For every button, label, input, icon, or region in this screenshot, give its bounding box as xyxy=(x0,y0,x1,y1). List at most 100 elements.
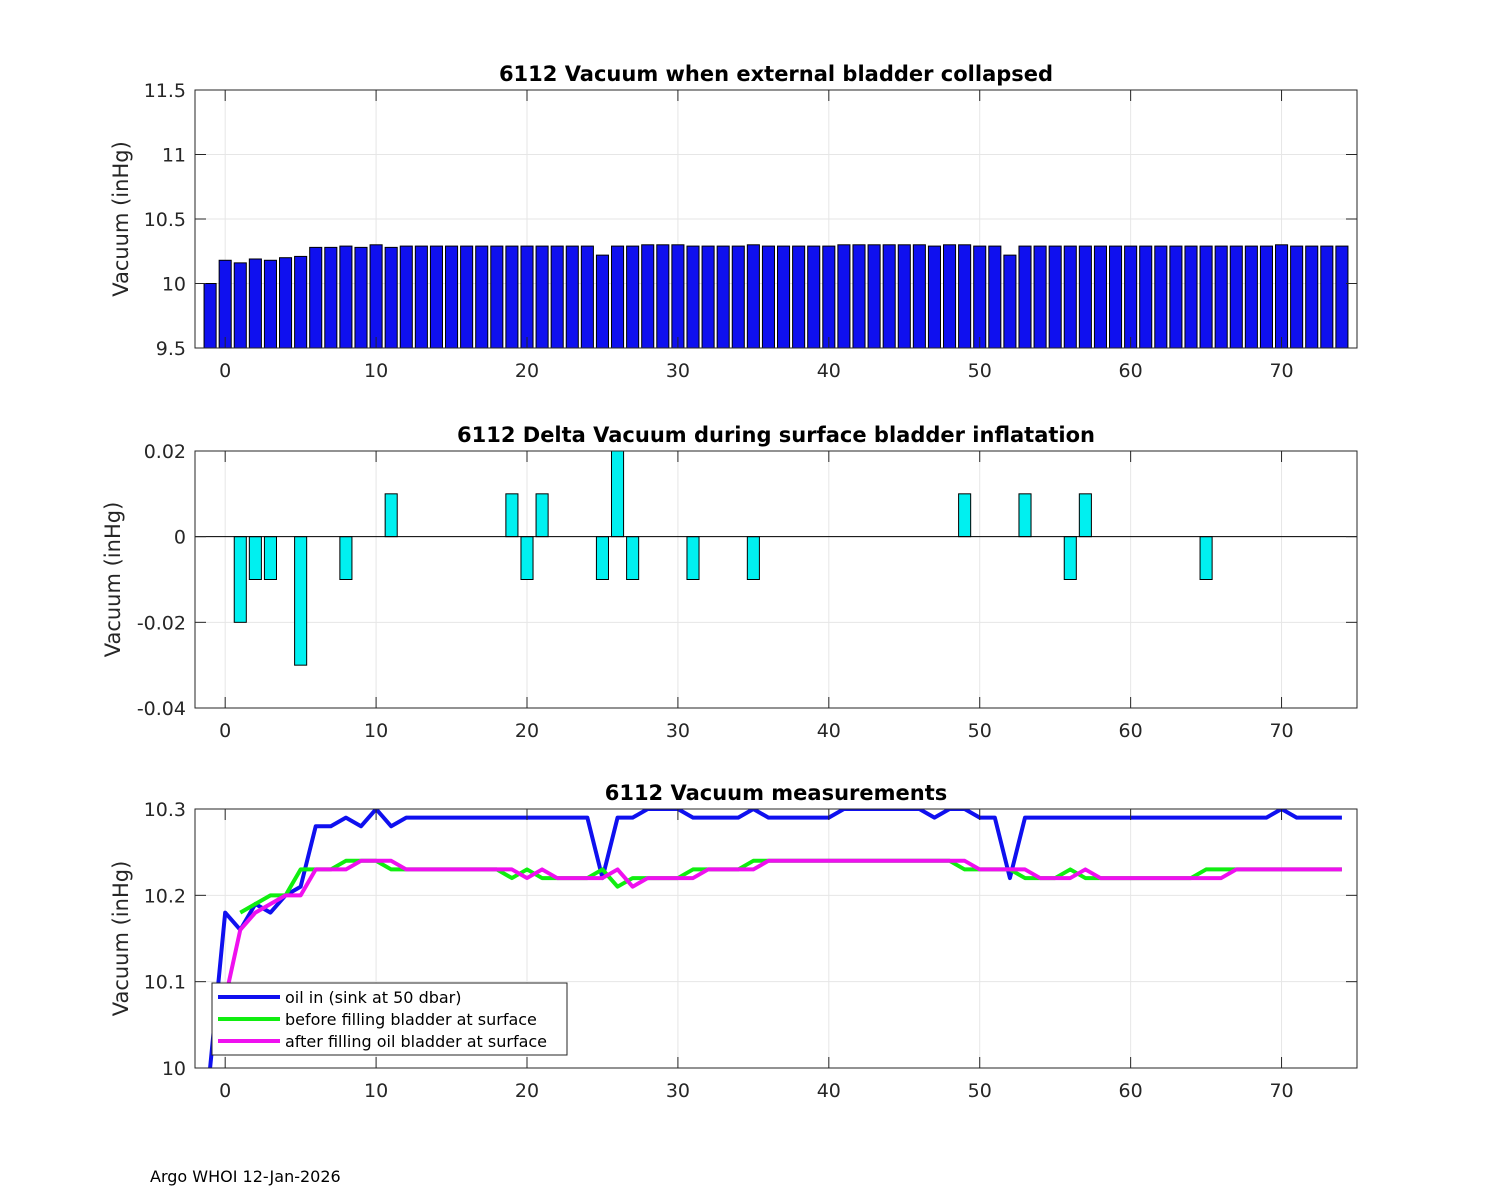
bar xyxy=(671,244,685,348)
x-tick-label: 50 xyxy=(968,1080,992,1102)
data-marks xyxy=(208,809,1342,1068)
ticks xyxy=(195,450,1357,709)
x-tick-label: 30 xyxy=(666,360,690,382)
bar xyxy=(369,244,383,348)
bar xyxy=(460,245,474,348)
bar xyxy=(1335,245,1349,348)
x-tick-label: 40 xyxy=(817,720,841,742)
bar xyxy=(294,536,308,666)
bar xyxy=(716,245,730,348)
bar xyxy=(746,536,760,581)
bar xyxy=(1078,493,1092,538)
bar xyxy=(626,245,640,348)
bar xyxy=(611,451,625,538)
bar xyxy=(339,245,353,348)
bar xyxy=(927,245,941,348)
chart-3: 0 10 20 30 40 50 60 70 10 10.1 10.2 10.3 6112 Vacuum… xyxy=(109,781,1358,1102)
y-tick-label: -0.04 xyxy=(137,698,186,720)
x-tick-label: 10 xyxy=(364,1080,388,1102)
y-tick-label: 10.1 xyxy=(144,972,186,994)
bar xyxy=(339,536,353,581)
y-tick-label: 11.5 xyxy=(144,80,186,102)
bar xyxy=(520,536,534,581)
bar xyxy=(701,245,715,348)
chart-title: 6112 Vacuum measurements xyxy=(605,781,948,805)
data-marks xyxy=(195,451,1357,666)
bar xyxy=(822,245,836,348)
bar xyxy=(384,493,398,538)
series-line-1 xyxy=(208,809,1342,1068)
bar xyxy=(973,245,987,348)
bar xyxy=(686,245,700,348)
x-tick-label: 10 xyxy=(364,720,388,742)
bar xyxy=(218,259,232,348)
bar xyxy=(1199,245,1213,348)
bar xyxy=(882,244,896,348)
bar xyxy=(535,245,549,348)
footer-text: Argo WHOI 12-Jan-2026 xyxy=(150,1167,341,1186)
y-axis-label: Vacuum (inHg) xyxy=(101,502,125,658)
y-tick-label: -0.02 xyxy=(137,612,186,634)
bar xyxy=(777,245,791,348)
bar xyxy=(912,244,926,348)
bar xyxy=(505,493,519,538)
x-tick-label: 40 xyxy=(817,1080,841,1102)
bar xyxy=(248,536,262,581)
bar xyxy=(686,536,700,581)
bar xyxy=(520,245,534,348)
charts: 0 10 20 30 40 50 60 70 9.5 10 10.5 11 11.5 6112 Vacuu… xyxy=(101,62,1358,1102)
x-tick-label: 10 xyxy=(364,360,388,382)
bar xyxy=(309,246,323,348)
bar xyxy=(746,244,760,348)
bar xyxy=(792,245,806,348)
bar xyxy=(354,246,368,348)
bar xyxy=(324,246,338,348)
axes-box xyxy=(194,808,1358,1069)
bar xyxy=(248,258,262,348)
x-tick-label: 70 xyxy=(1269,1080,1293,1102)
y-tick-label: 9.5 xyxy=(156,338,186,360)
bar xyxy=(1109,245,1123,348)
bar xyxy=(279,257,293,348)
bar xyxy=(837,244,851,348)
bar xyxy=(595,536,609,581)
bar xyxy=(731,245,745,348)
x-tick-label: 60 xyxy=(1119,720,1143,742)
bar xyxy=(263,259,277,348)
x-tick-label: 70 xyxy=(1269,720,1293,742)
chart-title: 6112 Delta Vacuum during surface bladder… xyxy=(457,423,1095,447)
bar xyxy=(1259,245,1273,348)
y-tick-label: 10 xyxy=(162,274,186,296)
bar xyxy=(867,244,881,348)
x-tick-label: 40 xyxy=(817,360,841,382)
x-tick-label: 60 xyxy=(1119,360,1143,382)
bar xyxy=(611,245,625,348)
bar xyxy=(445,245,459,348)
bar xyxy=(1078,245,1092,348)
y-tick-label: 11 xyxy=(162,145,186,167)
bar xyxy=(656,244,670,348)
x-tick-label: 70 xyxy=(1269,360,1293,382)
legend-entry-2: before filling bladder at surface xyxy=(285,1010,537,1029)
axes-box xyxy=(194,450,1358,709)
bar xyxy=(1139,245,1153,348)
x-tick-label: 30 xyxy=(666,720,690,742)
bar xyxy=(414,245,428,348)
legend-entry-3: after filling oil bladder at surface xyxy=(285,1032,547,1051)
bar xyxy=(1003,254,1017,348)
bar xyxy=(761,245,775,348)
bar xyxy=(384,246,398,348)
x-tick-label: 0 xyxy=(219,720,231,742)
series-line-3 xyxy=(223,858,1342,1000)
x-tick-label: 50 xyxy=(968,720,992,742)
bar xyxy=(1214,245,1228,348)
bar xyxy=(233,536,247,623)
x-tick-label: 60 xyxy=(1119,1080,1143,1102)
bar xyxy=(505,245,519,348)
bar xyxy=(429,245,443,348)
bar xyxy=(1154,245,1168,348)
bar xyxy=(897,244,911,348)
x-tick-label: 50 xyxy=(968,360,992,382)
x-tick-label: 20 xyxy=(515,720,539,742)
